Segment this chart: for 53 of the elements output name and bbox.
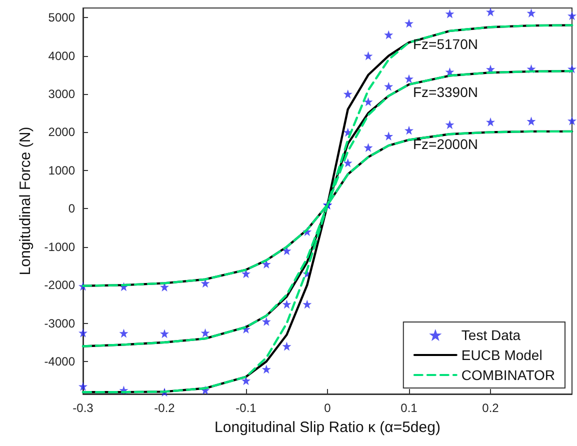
x-tick-label: -0.2 bbox=[154, 401, 176, 415]
point bbox=[200, 328, 210, 338]
point bbox=[343, 158, 352, 168]
point bbox=[568, 116, 576, 126]
point bbox=[384, 82, 394, 91]
y-tick-label: -1000 bbox=[44, 240, 76, 254]
point bbox=[486, 7, 495, 16]
point bbox=[302, 300, 312, 309]
point bbox=[364, 142, 373, 152]
point bbox=[404, 18, 414, 28]
point bbox=[343, 89, 352, 98]
y-axis-title: Longitudinal Force (N) bbox=[17, 126, 34, 276]
point bbox=[526, 116, 536, 126]
legend-label: EUCB Model bbox=[461, 347, 542, 363]
point bbox=[404, 126, 414, 135]
point bbox=[445, 9, 454, 18]
x-tick-label: -0.1 bbox=[236, 401, 257, 415]
point bbox=[404, 74, 414, 84]
y-tick-label: 4000 bbox=[48, 48, 76, 63]
point bbox=[445, 120, 454, 130]
point bbox=[486, 117, 495, 126]
x-tick-label: 0 bbox=[324, 401, 332, 415]
x-axis-title: Longitudinal Slip Ratio κ (α=5deg) bbox=[214, 419, 440, 436]
point bbox=[384, 30, 394, 40]
point bbox=[526, 8, 536, 18]
point bbox=[364, 51, 373, 60]
y-tick-label: -2000 bbox=[44, 278, 76, 292]
point bbox=[568, 11, 576, 20]
y-tick-label: -4000 bbox=[44, 354, 76, 369]
x-tick-label: 0.2 bbox=[482, 401, 500, 415]
point bbox=[282, 300, 292, 309]
annotation: Fz=3390N bbox=[413, 84, 478, 100]
point bbox=[262, 364, 271, 374]
legend-label: COMBINATOR bbox=[461, 367, 556, 383]
y-tick-label: -3000 bbox=[44, 316, 76, 330]
point bbox=[384, 132, 394, 141]
x-tick-label: -0.3 bbox=[72, 401, 94, 415]
point bbox=[160, 329, 169, 338]
y-tick-label: 5000 bbox=[48, 10, 76, 25]
annotation: Fz=5170N bbox=[413, 36, 478, 52]
y-tick-label: 2000 bbox=[48, 125, 76, 140]
legend-label: Test Data bbox=[461, 327, 521, 343]
point bbox=[364, 97, 373, 106]
point bbox=[78, 382, 88, 391]
x-tick-label: 0.1 bbox=[400, 401, 418, 415]
annotation: Fz=2000N bbox=[413, 136, 478, 152]
y-tick-label: 1000 bbox=[48, 163, 76, 178]
point bbox=[262, 316, 271, 326]
point bbox=[119, 328, 128, 338]
point bbox=[78, 328, 88, 338]
point bbox=[282, 342, 292, 351]
y-tick-label: 3000 bbox=[48, 86, 76, 101]
y-tick-label: 0 bbox=[68, 202, 76, 216]
